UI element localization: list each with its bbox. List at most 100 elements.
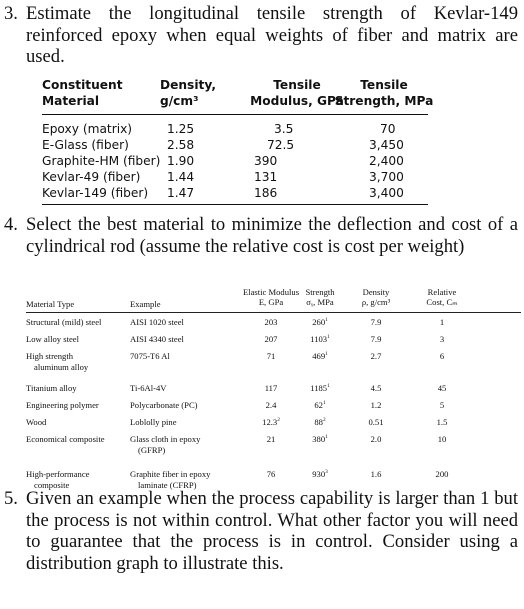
- header-constituent-material: Constituent Material: [42, 77, 123, 109]
- cell-relative-cost-value: 200: [435, 469, 449, 479]
- cell-strength: 3,700: [369, 170, 404, 184]
- header-line: Elastic Modulus: [242, 287, 300, 297]
- table-row: Low alloy steel AISI 4340 steel 207 11031 7.…: [26, 334, 521, 351]
- header-density: Density ρ, g/cm³: [352, 287, 400, 307]
- cell-example: Polycarbonate (PC): [130, 400, 198, 411]
- cell-material-type-line: composite: [34, 479, 70, 490]
- table-row: High-performance composite Graphite fiber …: [26, 469, 521, 493]
- header-line: Density,: [160, 78, 216, 92]
- cell-strength-footnote: 1: [327, 334, 330, 341]
- cell-strength: 11031: [300, 334, 340, 345]
- question-5-text: Given an example when the process capabi…: [26, 488, 518, 574]
- cell-example-line: laminate (CFRP): [138, 479, 197, 490]
- cell-example: Ti-6Al-4V: [130, 383, 166, 394]
- cell-example-line: Graphite fiber in epoxy: [130, 469, 211, 479]
- table-row: Structural (mild) steel AISI 1020 steel 20…: [26, 317, 521, 334]
- cell-strength: 11851: [300, 383, 340, 394]
- table-row: Graphite-HM (fiber) 1.90 390 2,400: [42, 153, 428, 169]
- header-example: Example: [130, 299, 161, 309]
- cell-strength: 2,400: [369, 154, 404, 168]
- cell-example-line: Glass cloth in epoxy: [130, 434, 201, 444]
- question-5-number: 5.: [4, 488, 18, 509]
- cell-strength-value: 469: [312, 351, 326, 361]
- cell-example: AISI 4340 steel: [130, 334, 184, 345]
- cell-modulus: 390: [254, 154, 278, 168]
- cell-example: AISI 1020 steel: [130, 317, 184, 328]
- cell-relative-cost: 3: [422, 334, 462, 345]
- cell-relative-cost: 1.5: [422, 417, 462, 428]
- cell-strength: 3,400: [369, 186, 404, 200]
- table-row: E-Glass (fiber) 2.58 72.5 3,450: [42, 137, 428, 153]
- cell-density: 1.90: [167, 154, 195, 168]
- cell-material-type: Economical composite: [26, 434, 105, 445]
- cell-material: Kevlar-49 (fiber): [42, 170, 141, 184]
- cell-material-type-line: aluminum alloy: [34, 361, 89, 372]
- header-relative-cost: Relative Cost, Cₘ: [418, 287, 466, 307]
- header-line: Tensile: [273, 78, 321, 92]
- cell-relative-cost-value: 5: [439, 400, 445, 410]
- cell-strength-value: 88: [314, 417, 323, 427]
- cell-material-type-line: High strength: [26, 351, 74, 361]
- cell-example: 7075-T6 Al: [130, 351, 170, 362]
- header-line: Modulus, GPa: [250, 94, 344, 108]
- cell-relative-cost: 45: [422, 383, 462, 394]
- cell-elastic-modulus-value: 21: [266, 434, 276, 444]
- header-line: g/cm³: [160, 94, 199, 108]
- cell-strength: 3,450: [369, 138, 404, 152]
- cell-density: 1.6: [356, 469, 396, 480]
- cell-elastic-modulus: 71: [254, 351, 288, 362]
- header-line: E, GPa: [258, 297, 284, 307]
- header-line: Constituent: [42, 78, 123, 92]
- cell-relative-cost-value: 1: [439, 317, 445, 327]
- cell-example-line: Ti-6Al-4V: [130, 383, 167, 393]
- material-selection-table: Material Type Example Elastic Modulus E,…: [26, 286, 521, 493]
- table-header-row: Constituent Material Density, g/cm³ Tens…: [42, 74, 433, 114]
- cell-density: 1.25: [167, 122, 195, 136]
- cell-strength: 9303: [300, 469, 340, 480]
- cell-elastic-modulus-value: 117: [264, 383, 278, 393]
- cell-density: 7.9: [356, 334, 396, 345]
- header-density: Density, g/cm³: [160, 77, 216, 109]
- cell-elastic-modulus: 21: [254, 434, 288, 445]
- cell-relative-cost-value: 1.5: [436, 417, 448, 427]
- cell-elastic-modulus: 76: [254, 469, 288, 480]
- cell-modulus: 131: [254, 170, 278, 184]
- cell-strength: 882: [300, 417, 340, 428]
- cell-elastic-modulus: 207: [254, 334, 288, 345]
- cell-example-line: (GFRP): [138, 444, 166, 455]
- header-elastic-modulus: Elastic Modulus E, GPa: [234, 287, 308, 307]
- question-3: 3. Estimate the longitudinal tensile str…: [4, 3, 518, 68]
- cell-example-line: AISI 1020 steel: [130, 317, 184, 327]
- cell-material-type: Wood: [26, 417, 46, 428]
- cell-strength-value: 1103: [310, 334, 328, 344]
- cell-strength: 4691: [300, 351, 340, 362]
- cell-material: Kevlar-149 (fiber): [42, 186, 149, 200]
- header-line: Cost, Cₘ: [426, 297, 458, 307]
- cell-strength-value: 260: [312, 317, 326, 327]
- question-3-number: 3.: [4, 3, 18, 24]
- cell-elastic-modulus-value: 76: [266, 469, 276, 479]
- cell-material-type-line: Titanium alloy: [26, 383, 77, 393]
- cell-strength-value: 380: [312, 434, 326, 444]
- question-4: 4. Select the best material to minimize …: [4, 214, 518, 257]
- cell-modulus: 3.5: [274, 122, 294, 136]
- header-line: Relative: [427, 287, 457, 297]
- header-material-type: Material Type: [26, 299, 75, 309]
- cell-density-value: 1.2: [370, 400, 382, 410]
- table-row: Wood Loblolly pine 12.32 882 0.51 1.5: [26, 417, 521, 434]
- cell-material-type: Structural (mild) steel: [26, 317, 101, 328]
- cell-elastic-modulus-value: 207: [264, 334, 278, 344]
- table-row: Economical composite Glass cloth in epoxy…: [26, 434, 521, 469]
- cell-density: 7.9: [356, 317, 396, 328]
- cell-density-value: 0.51: [368, 417, 384, 427]
- header-line: Density: [362, 287, 390, 297]
- cell-strength-footnote: 1: [322, 400, 326, 407]
- table-row: Engineering polymer Polycarbonate (PC) 2.4…: [26, 400, 521, 417]
- cell-strength-footnote: 1: [325, 434, 328, 441]
- cell-relative-cost: 10: [422, 434, 462, 445]
- cell-relative-cost: 1: [422, 317, 462, 328]
- cell-relative-cost-value: 10: [437, 434, 447, 444]
- cell-strength: 3801: [300, 434, 340, 445]
- header-line: σᵧ, MPa: [306, 297, 334, 307]
- header-rule: [42, 114, 428, 115]
